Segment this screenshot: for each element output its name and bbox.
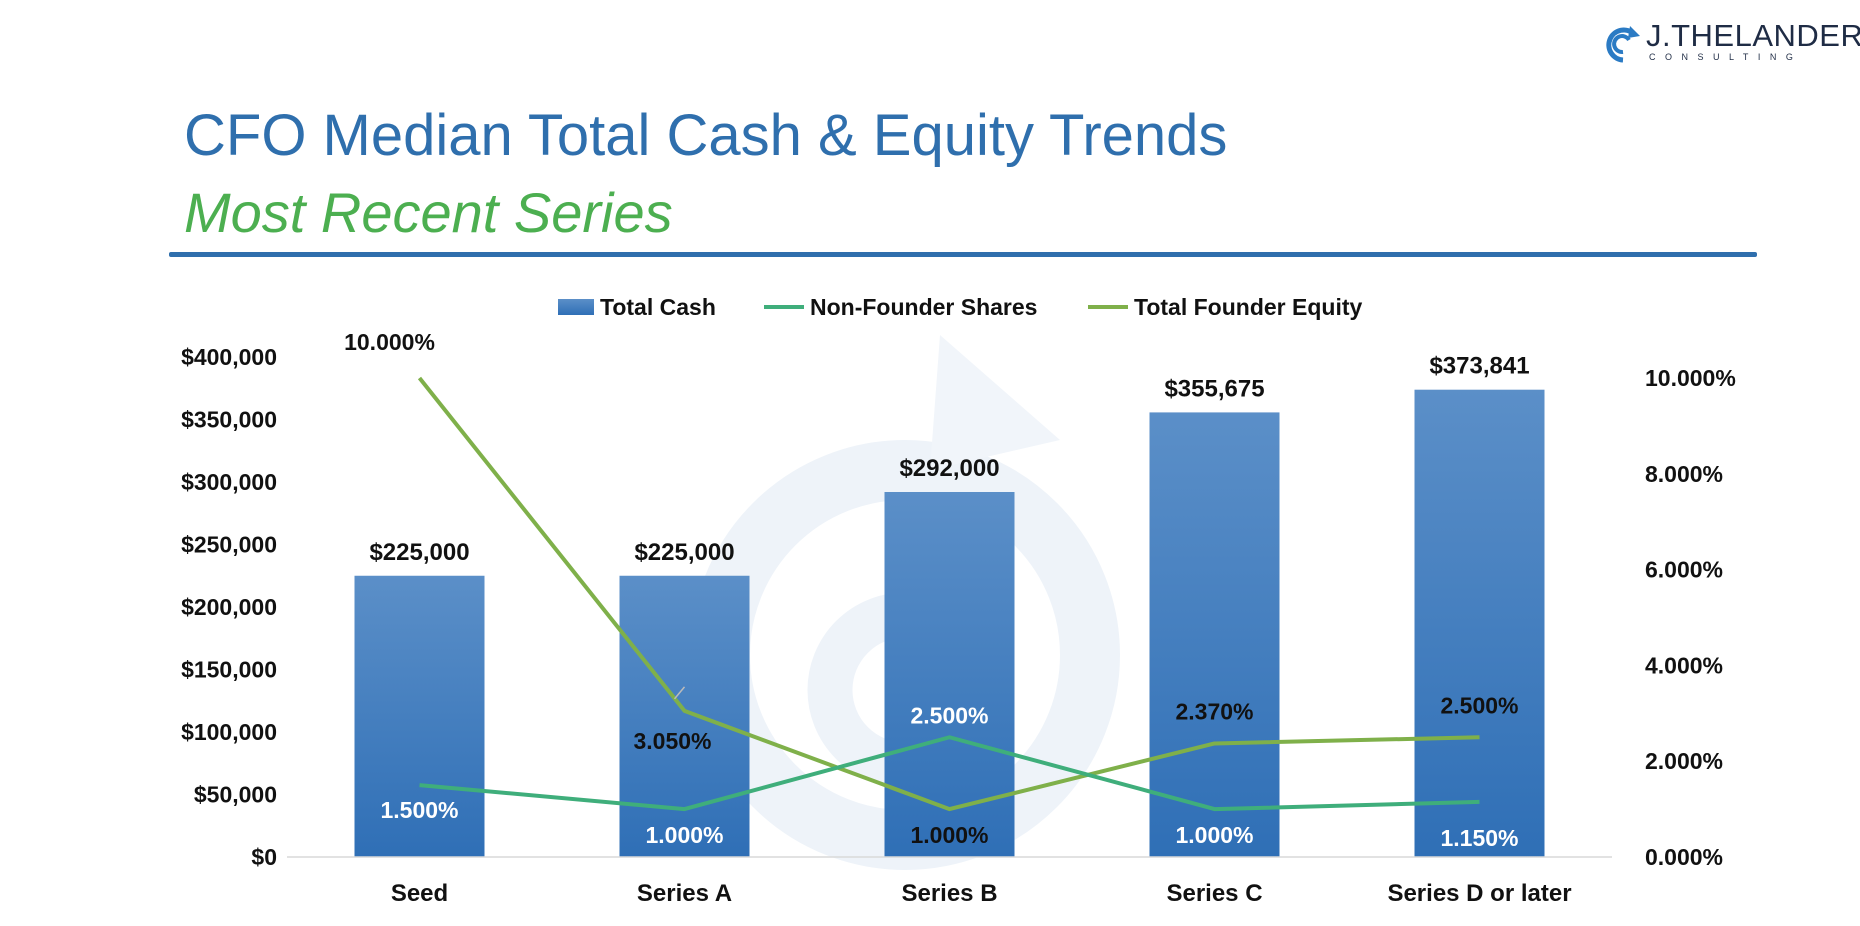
non-founder-value-label: 1.500% <box>380 797 458 823</box>
legend-label: Total Cash <box>600 294 716 320</box>
y-right-tick-label: 8.000% <box>1645 461 1723 487</box>
bar-value-label: $373,841 <box>1429 353 1529 380</box>
line-total-founder-equity <box>417 376 1480 812</box>
bar-total-cash <box>354 575 485 857</box>
non-founder-value-label: 1.000% <box>1175 822 1253 848</box>
bar-value-label: $355,675 <box>1164 375 1264 402</box>
y-right-tick-label: 6.000% <box>1645 557 1723 583</box>
bar-value-label: $225,000 <box>369 539 469 566</box>
founder-value-label: 2.500% <box>1440 692 1518 718</box>
y-left-tick-label: $250,000 <box>181 532 277 558</box>
legend-label: Non-Founder Shares <box>810 294 1037 320</box>
watermark-arrow <box>930 335 1060 470</box>
y-left-tick-label: $100,000 <box>181 719 277 745</box>
line-non-founder-shares <box>419 735 1480 812</box>
non-founder-value-label: 2.500% <box>910 702 988 728</box>
founder-value-label: 2.370% <box>1175 698 1253 724</box>
spiral-arrow-icon <box>1606 26 1640 63</box>
page-subtitle: Most Recent Series <box>184 181 673 244</box>
bar-value-label: $292,000 <box>899 455 999 482</box>
legend-label: Total Founder Equity <box>1134 294 1362 320</box>
brand-logo: J.THELANDER CONSULTING <box>1604 18 1860 70</box>
page-title: CFO Median Total Cash & Equity Trends <box>184 103 1228 168</box>
non-founder-value-label: 1.150% <box>1440 825 1518 851</box>
y-left-tick-label: $400,000 <box>181 344 277 370</box>
title-divider <box>169 252 1757 257</box>
non-founder-value-label: 1.000% <box>645 822 723 848</box>
x-tick-label: Seed <box>391 880 448 907</box>
brand-subtitle: CONSULTING <box>1649 52 1803 62</box>
label-leader-line <box>673 686 686 700</box>
bar-value-label: $225,000 <box>634 539 734 566</box>
y-left-tick-label: $0 <box>251 844 277 870</box>
x-tick-label: Series B <box>901 880 997 907</box>
y-left-tick-label: $300,000 <box>181 469 277 495</box>
founder-value-label: 3.050% <box>633 728 711 754</box>
y-right-tick-label: 0.000% <box>1645 844 1723 870</box>
y-left-tick-label: $200,000 <box>181 594 277 620</box>
y-left-tick-label: $350,000 <box>181 407 277 433</box>
legend-swatch-total-cash <box>558 299 594 315</box>
x-tick-label: Series D or later <box>1387 880 1571 907</box>
brand-name: J.THELANDER <box>1646 18 1860 53</box>
bar-total-cash <box>619 575 750 857</box>
y-right-tick-label: 4.000% <box>1645 652 1723 678</box>
x-tick-label: Series C <box>1166 880 1262 907</box>
founder-value-label: 10.000% <box>344 329 435 355</box>
founder-value-label: 1.000% <box>910 822 988 848</box>
y-left-tick-label: $150,000 <box>181 657 277 683</box>
bar-total-cash <box>1414 389 1545 857</box>
y-right-tick-label: 2.000% <box>1645 748 1723 774</box>
bar-total-cash <box>1149 412 1280 857</box>
x-tick-label: Series A <box>637 880 732 907</box>
bar-total-cash <box>884 492 1015 857</box>
y-right-tick-label: 10.000% <box>1645 365 1736 391</box>
y-left-tick-label: $50,000 <box>194 782 277 808</box>
